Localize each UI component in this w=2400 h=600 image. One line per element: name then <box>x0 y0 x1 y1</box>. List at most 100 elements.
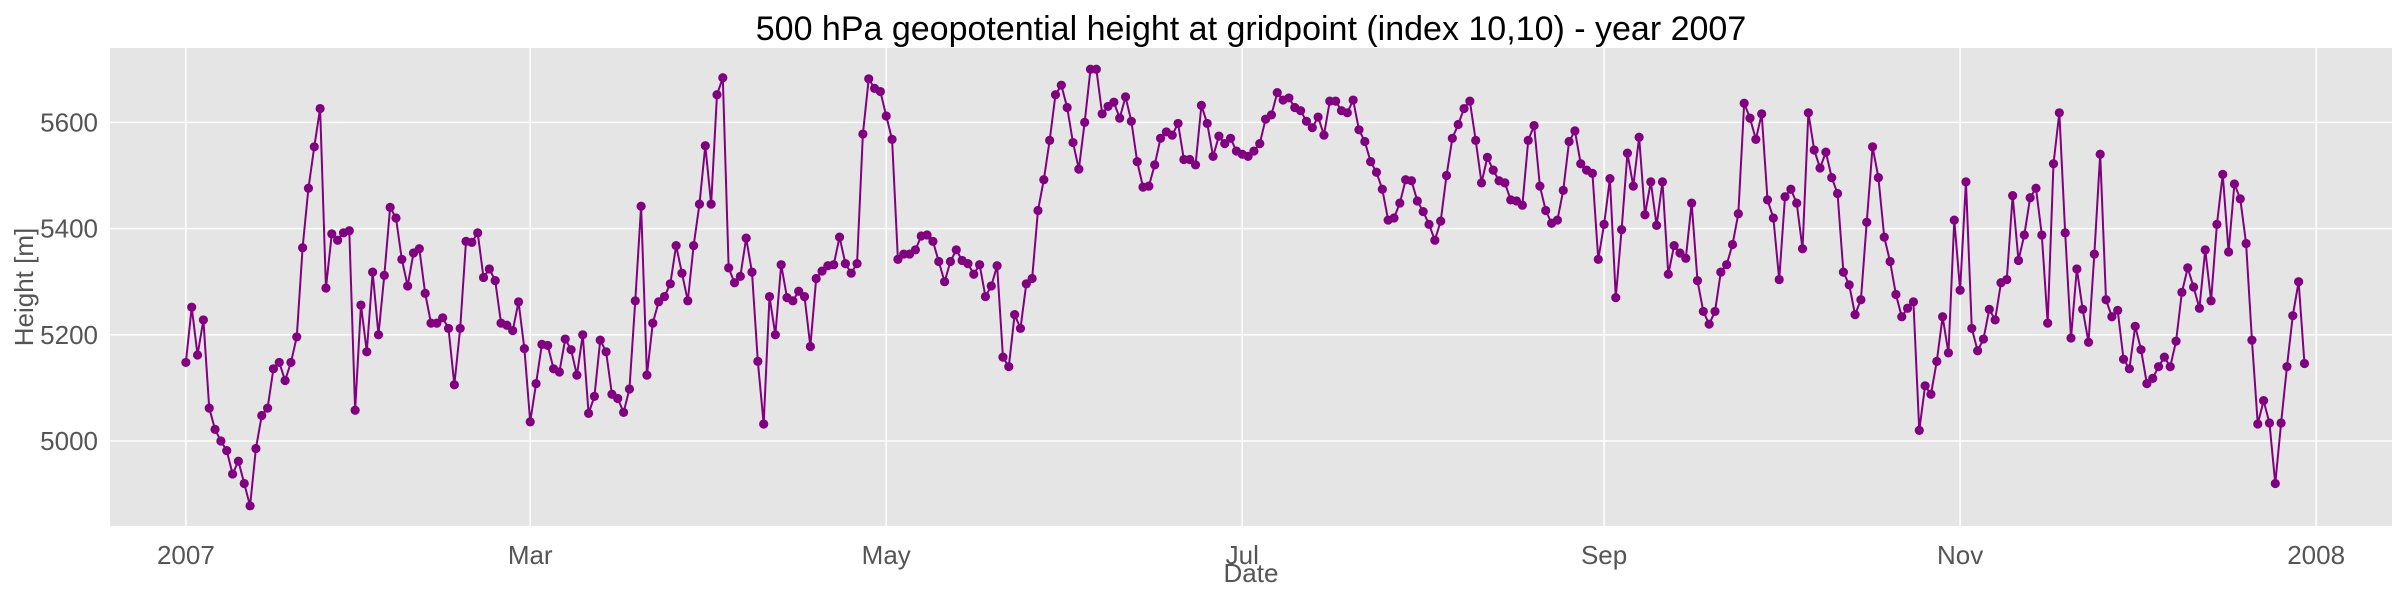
data-point <box>1447 133 1457 143</box>
data-point <box>1932 356 1942 366</box>
data-point <box>2130 321 2140 331</box>
data-point <box>1646 177 1656 187</box>
data-point <box>187 302 197 312</box>
data-point <box>2107 312 2117 322</box>
x-tick-label: Nov <box>1937 540 1983 570</box>
data-point <box>829 260 839 270</box>
data-point <box>2270 478 2280 489</box>
data-point <box>2288 311 2298 321</box>
data-point <box>2165 362 2175 372</box>
data-point <box>706 199 716 209</box>
data-point <box>1144 181 1154 191</box>
data-point <box>893 254 903 264</box>
data-point <box>1366 157 1376 167</box>
data-point <box>1634 132 1644 142</box>
data-point <box>1173 118 1183 129</box>
data-point <box>1354 125 1364 135</box>
data-point <box>2148 373 2158 383</box>
data-point <box>636 201 646 211</box>
data-point <box>1716 267 1726 277</box>
data-point <box>2002 274 2012 285</box>
data-point <box>449 380 459 390</box>
data-point <box>2276 418 2286 428</box>
data-point <box>928 236 938 246</box>
data-point <box>875 86 885 97</box>
data-point <box>1984 304 1994 314</box>
data-point <box>1973 346 1983 356</box>
data-point <box>2124 364 2134 374</box>
data-point <box>624 384 635 394</box>
data-point <box>467 237 477 247</box>
data-point <box>1214 131 1224 141</box>
data-point <box>1062 102 1072 113</box>
data-point <box>1412 196 1422 206</box>
data-point <box>1564 136 1574 147</box>
data-point <box>1990 315 2000 325</box>
data-point <box>1436 216 1446 226</box>
data-point <box>2142 379 2152 389</box>
data-point <box>1015 323 1026 334</box>
y-tick-label: 5600 <box>40 107 98 137</box>
data-point <box>1301 116 1312 126</box>
data-point <box>403 281 413 291</box>
data-point <box>233 456 243 466</box>
data-point <box>1074 164 1084 174</box>
data-point <box>922 230 932 240</box>
data-point <box>391 213 401 223</box>
data-point <box>1225 133 1236 143</box>
data-point <box>1120 92 1131 102</box>
data-point <box>1681 253 1691 263</box>
data-point <box>484 264 494 274</box>
y-tick-labels: 5000 5200 5400 5600 <box>40 107 98 456</box>
data-point <box>2212 219 2222 229</box>
x-axis-label: Date <box>1224 558 1279 588</box>
data-point <box>1097 109 1107 119</box>
data-point <box>274 357 284 368</box>
data-point <box>1856 295 1866 305</box>
data-point <box>1897 312 1907 322</box>
data-point <box>776 260 786 270</box>
data-point <box>1465 96 1475 106</box>
data-point <box>257 410 267 421</box>
x-tick-label: Jul <box>1226 540 1259 570</box>
data-point <box>1033 205 1043 216</box>
data-point <box>846 268 856 278</box>
data-point <box>1377 184 1387 194</box>
data-point <box>1389 213 1399 223</box>
data-point <box>292 332 302 342</box>
data-point <box>1424 219 1434 229</box>
data-point <box>2043 318 2053 328</box>
data-point <box>578 330 588 340</box>
data-point <box>2048 159 2059 169</box>
data-point <box>986 281 996 291</box>
data-point <box>963 259 973 269</box>
data-point <box>239 478 249 489</box>
data-point <box>245 501 255 511</box>
data-point <box>181 357 191 368</box>
data-point <box>951 245 961 255</box>
data-point <box>1488 165 1498 175</box>
data-point <box>2229 179 2240 189</box>
data-point <box>998 352 1008 362</box>
data-point <box>2299 358 2310 369</box>
data-point <box>1027 273 1037 284</box>
data-point <box>934 256 944 267</box>
data-point <box>414 244 424 254</box>
data-point <box>1967 323 1977 334</box>
data-point <box>583 408 594 418</box>
data-point <box>712 90 722 100</box>
data-point <box>805 341 815 352</box>
data-point <box>724 263 734 273</box>
data-point <box>438 313 448 323</box>
data-point <box>1698 306 1708 317</box>
data-point <box>1535 181 1545 191</box>
data-point <box>1949 215 1959 225</box>
data-point <box>1476 178 1487 188</box>
data-point <box>1687 198 1697 208</box>
data-point <box>1722 260 1732 270</box>
data-point <box>1640 210 1650 220</box>
y-tick-label: 5200 <box>40 320 98 350</box>
data-point <box>2171 336 2181 346</box>
data-point <box>689 240 699 251</box>
